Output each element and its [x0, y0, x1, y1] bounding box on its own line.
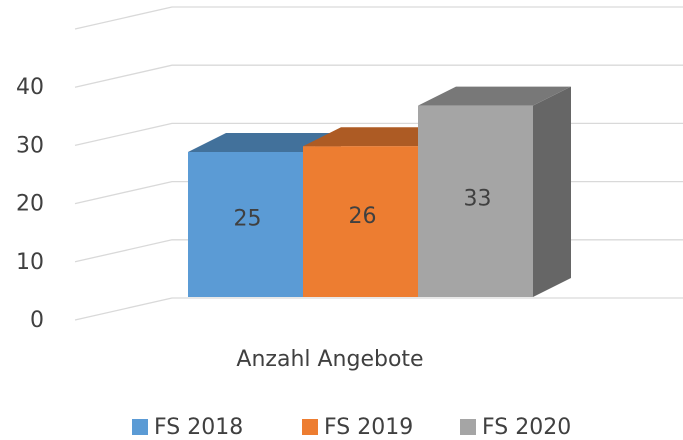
- legend-label: FS 2018: [154, 415, 243, 440]
- legend-swatch: [460, 419, 476, 435]
- data-label: 25: [234, 207, 262, 232]
- bar-top: [303, 127, 456, 147]
- grid-line: [74, 6, 683, 30]
- legend-label: FS 2020: [482, 415, 571, 440]
- bar: [303, 146, 418, 297]
- y-tick-label: 20: [16, 192, 44, 217]
- y-tick-label: 10: [16, 250, 44, 275]
- bar-side: [533, 86, 571, 297]
- grid-line: [74, 64, 683, 88]
- legend-swatch: [302, 419, 318, 435]
- legend-swatch: [132, 419, 148, 435]
- y-tick-label: 30: [16, 133, 44, 158]
- bar-top: [188, 133, 341, 152]
- y-tick-label: 40: [16, 75, 44, 100]
- y-tick-label: 0: [30, 308, 44, 333]
- grid-line: [74, 297, 683, 321]
- x-tick-label: Anzahl Angebote: [236, 347, 423, 372]
- legend-label: FS 2019: [324, 415, 413, 440]
- bar: [418, 105, 533, 297]
- data-label: 26: [349, 204, 377, 229]
- bar-top: [418, 86, 571, 106]
- bar: [188, 152, 303, 297]
- data-label: 33: [464, 187, 492, 212]
